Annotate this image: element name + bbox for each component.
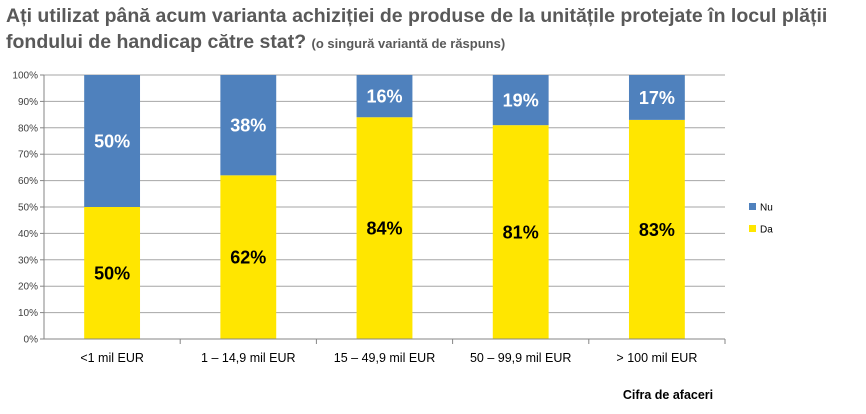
y-tick-label: 100% [12,71,38,82]
y-tick-label: 70% [18,150,38,161]
x-tick-label: > 100 mil EUR [616,351,697,365]
bar-nu [220,75,277,176]
bar-da [492,125,549,339]
x-tick-label: <1 mil EUR [80,351,144,365]
chart-title-text: Ați utilizat până acum varianta achiziți… [6,5,828,53]
data-label-da: 62% [230,248,266,268]
y-tick-label: 60% [18,176,38,187]
legend: Nu Da [749,203,773,236]
x-tick-label: 1 – 14,9 mil EUR [201,351,295,365]
legend-label-da: Da [760,225,773,236]
legend-label-nu: Nu [760,203,773,214]
legend-swatch-nu [749,203,756,210]
y-tick-label: 20% [18,282,38,293]
data-label-nu: 19% [503,91,539,111]
y-tick-label: 50% [18,203,38,214]
x-axis-title: Cifra de afaceri [623,388,713,402]
bar-nu [628,75,685,120]
x-tick-label: 15 – 49,9 mil EUR [334,351,435,365]
data-label-da: 50% [94,264,130,284]
data-label-da: 84% [366,219,402,239]
data-label-da: 81% [503,223,539,243]
data-labels-layer: 50% 50% 62% 38% 84% 16% 81% 19% 83% 17% [94,87,675,284]
x-axis-ticks: <1 mil EUR 1 – 14,9 mil EUR 15 – 49,9 mil … [44,338,726,365]
data-label-da: 83% [639,220,675,240]
bar-nu [356,75,413,118]
chart-title: Ați utilizat până acum varianta achiziți… [6,3,864,57]
y-tick-label: 80% [18,123,38,134]
bar-da [84,207,141,339]
data-label-nu: 17% [639,88,675,108]
bar-da [220,175,277,339]
data-label-nu: 50% [94,132,130,152]
y-tick-label: 90% [18,97,38,108]
data-label-nu: 38% [230,116,266,136]
y-tick-label: 0% [24,335,39,346]
y-tick-label: 10% [18,308,38,319]
y-axis-ticks: 0% 10% 20% 30% 40% 50% 60% 70% 80% 90% 100% [12,71,45,346]
x-tick-label: 50 – 99,9 mil EUR [470,351,571,365]
y-tick-label: 30% [18,255,38,266]
chart-subtitle: (o singură variantă de răspuns) [311,36,506,51]
bar-nu [84,75,141,207]
bar-da [356,117,413,340]
bar-nu [492,75,549,126]
bar-da [628,119,685,339]
bars-layer [84,75,685,340]
y-tick-label: 40% [18,229,38,240]
data-label-nu: 16% [366,87,402,107]
legend-swatch-da [749,225,756,232]
